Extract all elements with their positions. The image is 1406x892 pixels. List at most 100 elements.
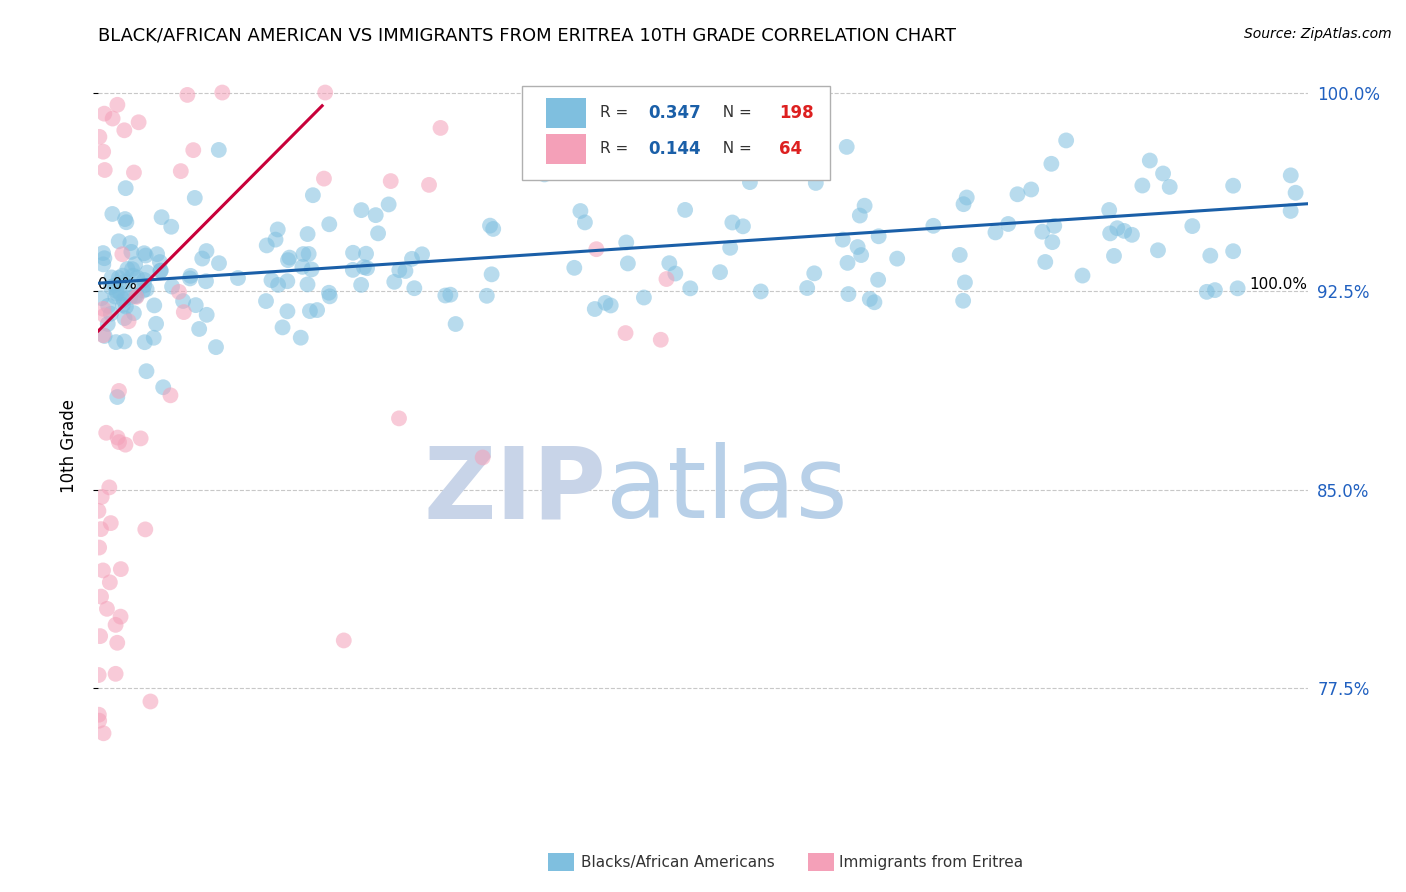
Point (277, 253, 299, 268)
Point (93, 329, 115, 343)
Point (90, 490, 112, 504)
Point (127, 270, 149, 285)
Point (853, 199, 876, 213)
Point (738, 175, 761, 189)
Point (1033, 255, 1056, 269)
Point (98, 480, 121, 494)
Point (208, 143, 231, 157)
Point (796, 281, 818, 295)
Point (143, 298, 166, 312)
Point (401, 252, 423, 266)
Point (87, 504, 110, 518)
Point (562, 260, 585, 275)
Point (100, 307, 122, 321)
Point (1130, 178, 1153, 193)
Point (1040, 235, 1063, 249)
Point (377, 197, 399, 211)
Point (1222, 244, 1244, 259)
Point (93, 106, 115, 120)
Point (104, 618, 127, 632)
Point (650, 333, 672, 347)
Point (114, 275, 136, 289)
Point (132, 284, 155, 298)
Point (439, 287, 461, 301)
Point (195, 274, 218, 288)
Point (574, 215, 596, 229)
Point (111, 247, 134, 261)
Point (1099, 227, 1122, 241)
Point (1284, 186, 1306, 200)
Point (479, 219, 502, 233)
Point (125, 289, 148, 303)
Point (129, 431, 152, 445)
Point (101, 112, 124, 126)
Point (112, 293, 135, 307)
Point (135, 282, 157, 296)
Point (276, 274, 298, 288)
Point (952, 197, 974, 211)
Point (633, 291, 655, 305)
Point (655, 272, 678, 286)
Point (205, 340, 228, 354)
Point (114, 311, 136, 326)
Point (837, 287, 859, 301)
Point (291, 260, 314, 274)
Point (96, 602, 118, 616)
Point (290, 331, 312, 345)
Text: 198: 198 (779, 103, 814, 121)
Point (149, 264, 172, 278)
Point (91, 257, 114, 271)
Point (599, 298, 621, 312)
Point (342, 245, 364, 260)
Point (170, 164, 193, 178)
Point (835, 140, 858, 154)
Point (146, 247, 169, 261)
Point (114, 212, 136, 227)
Point (134, 273, 156, 287)
Point (89, 541, 111, 555)
Point (837, 256, 859, 270)
Text: 0.347: 0.347 (648, 103, 702, 121)
Point (271, 320, 294, 334)
Point (301, 262, 323, 277)
Point (124, 257, 146, 271)
Point (120, 236, 142, 251)
Text: Immigrants from Eritrea: Immigrants from Eritrea (839, 855, 1024, 870)
Point (100, 280, 122, 294)
Point (868, 229, 890, 244)
Point (583, 301, 606, 316)
Point (226, 271, 249, 285)
Point (1195, 285, 1218, 299)
Point (128, 115, 150, 129)
Point (679, 281, 702, 295)
Point (105, 390, 128, 404)
Point (367, 227, 389, 241)
Point (411, 247, 433, 261)
Point (150, 210, 173, 224)
Point (418, 178, 440, 192)
Point (122, 306, 145, 320)
Point (152, 380, 174, 394)
Point (167, 285, 190, 299)
Point (120, 291, 142, 305)
Point (122, 165, 145, 179)
Point (111, 268, 134, 283)
Point (114, 437, 136, 451)
Point (117, 262, 139, 277)
Point (382, 275, 405, 289)
Point (394, 264, 416, 278)
Point (176, 87, 198, 102)
Point (112, 123, 135, 137)
Point (100, 270, 122, 285)
Y-axis label: 10th Grade: 10th Grade (59, 399, 77, 493)
Point (267, 277, 290, 292)
Point (114, 278, 136, 293)
Point (475, 289, 498, 303)
Point (380, 174, 402, 188)
Point (105, 284, 128, 298)
Point (1152, 167, 1174, 181)
Point (115, 215, 138, 229)
Point (93, 301, 115, 316)
Point (91, 328, 114, 343)
Point (254, 294, 277, 309)
